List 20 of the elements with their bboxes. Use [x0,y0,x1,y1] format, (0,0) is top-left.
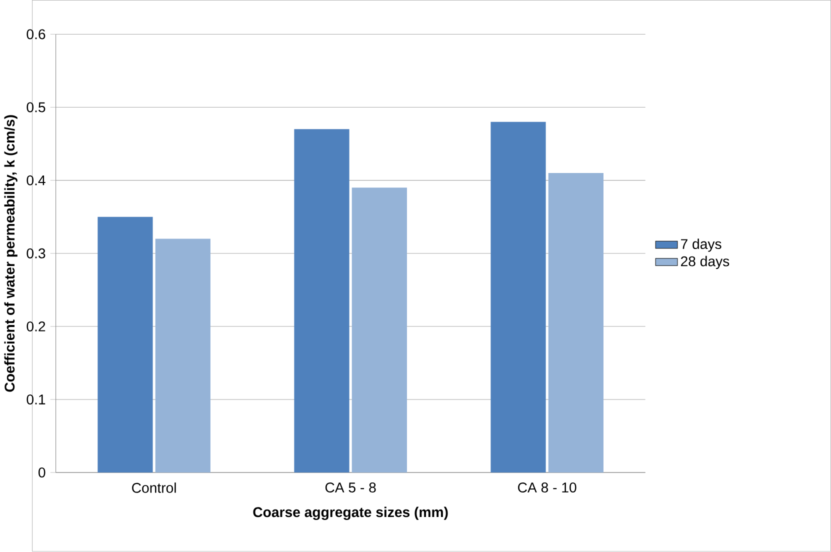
bar [98,217,153,473]
y-tick-label: 0.2 [26,322,46,332]
y-tick-label: 0.6 [26,29,46,40]
y-tick-label: 0.1 [26,394,46,405]
x-axis-title: Coarse aggregate sizes (mm) [253,507,448,520]
bar [352,188,407,473]
x-tick-label: CA 8 - 10 [518,482,576,493]
y-tick-label: 0.3 [26,248,46,259]
bar [294,129,350,473]
x-tick-label: CA 5 - 8 [325,482,376,493]
y-tick-label: 0 [38,468,46,478]
y-tick-label: 0.4 [26,176,46,186]
bar [490,122,546,473]
legend-label: 7 days [681,238,722,252]
y-axis-title: Coefficient of water permeability, k (cm/s) [4,115,18,392]
bar [155,238,210,473]
legend-label: 28 days [680,256,730,270]
bar [548,173,604,473]
y-tick-label: 0.5 [26,102,46,112]
x-tick-label: Control [132,482,176,494]
